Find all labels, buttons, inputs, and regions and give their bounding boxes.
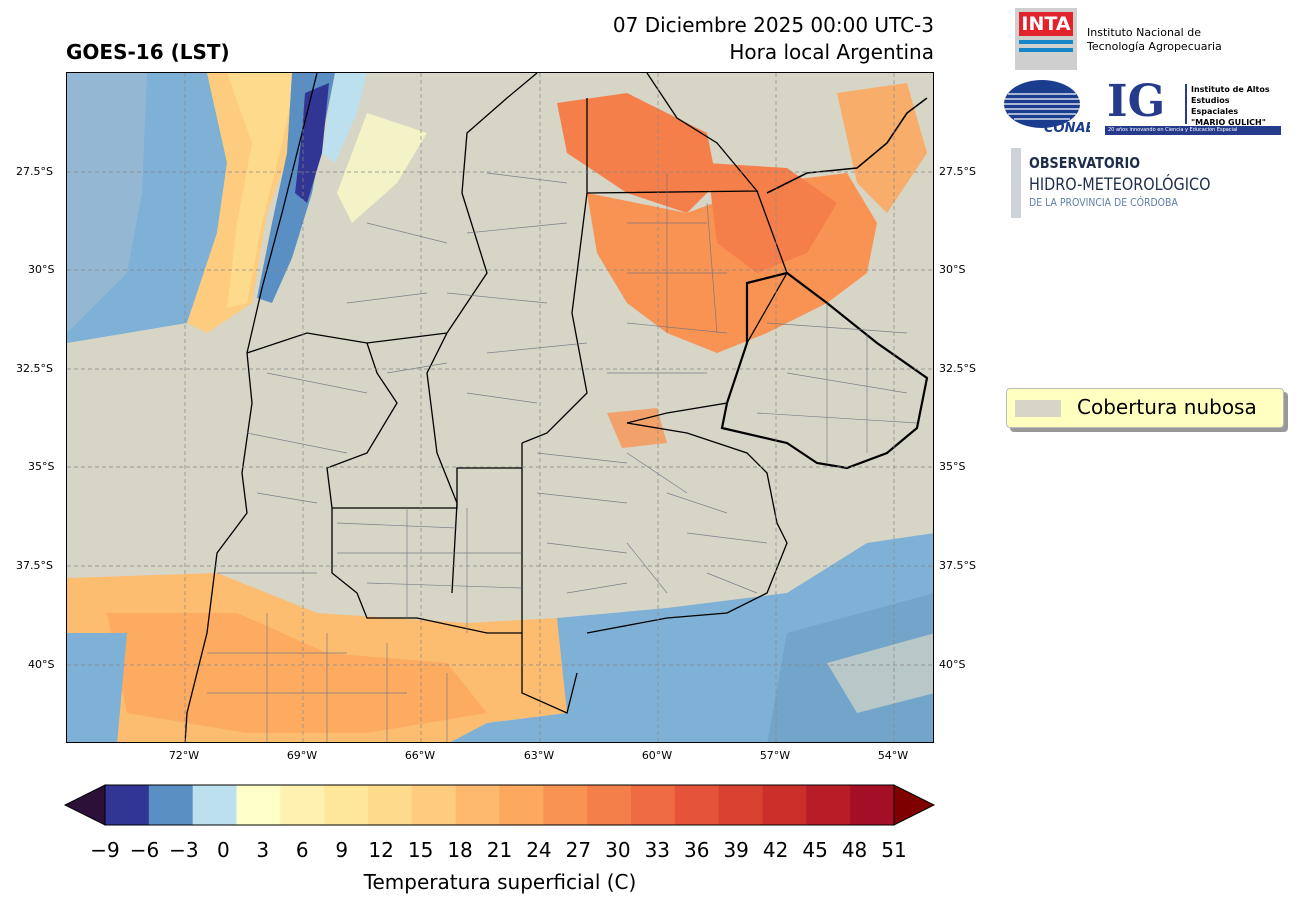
lat-label: 35°S: [28, 460, 55, 473]
conae-logo: CONAE: [1004, 80, 1095, 136]
colorbar-tick-label: 24: [526, 838, 552, 862]
colorbar-tick-label: 48: [841, 838, 868, 862]
colorbar-frame: [104, 784, 895, 826]
ig-logo: IG Instituto de Altos Estudios Espaciale…: [1105, 76, 1281, 136]
date-line: 07 Diciembre 2025 00:00 UTC-3: [612, 13, 934, 37]
colorbar-over-arrow: [893, 784, 936, 826]
lon-label: 60°W: [641, 749, 673, 762]
lon-label: 63°W: [523, 749, 555, 762]
colorbar-tick-label: −6: [129, 838, 160, 862]
colorbar-segment: [674, 785, 720, 825]
colorbar-segment: [411, 785, 457, 825]
colorbar-title: Temperatura superficial (C): [363, 870, 637, 894]
lat-label: 40°S: [28, 658, 55, 671]
observatorio-logo: OBSERVATORIO HIDRO-METEOROLÓGICO DE LA P…: [1011, 148, 1251, 218]
lat-label: 30°S: [28, 263, 55, 276]
lon-label: 72°W: [168, 749, 200, 762]
colorbar-segment: [762, 785, 807, 825]
inta-name-2: Tecnología Agropecuaria: [1087, 40, 1222, 53]
colorbar-tick-label: 18: [447, 838, 473, 862]
time-note: Hora local Argentina: [729, 40, 934, 64]
colorbar-tick-label: 15: [407, 838, 434, 862]
colorbar-tick-label: 45: [802, 838, 828, 862]
colorbar-segment: [148, 785, 194, 825]
lat-label: 32.5°S: [939, 362, 976, 375]
colorbar-segment: [587, 785, 632, 825]
colorbar-tick-label: 3: [256, 838, 270, 862]
svg-text:CONAE: CONAE: [1044, 121, 1090, 134]
datetime-heading: 07 Diciembre 2025 00:00 UTC-3 Hora local…: [613, 12, 934, 66]
colorbar-segment: [324, 785, 369, 825]
colorbar-tick-label: −9: [90, 838, 120, 862]
colorbar-segment: [718, 785, 763, 825]
temperature-colorbar: [63, 784, 936, 826]
lat-label: 30°S: [939, 263, 966, 276]
colorbar-segment: [455, 785, 500, 825]
colorbar-segment: [368, 785, 413, 825]
colorbar-tick-label: 9: [335, 838, 349, 862]
colorbar-tick-label: 42: [762, 838, 789, 862]
colorbar-tick-label: 30: [605, 838, 631, 862]
colorbar-segment: [280, 785, 325, 825]
cloud-cover-label: Cobertura nubosa: [1077, 395, 1257, 419]
lon-label: 66°W: [404, 749, 436, 762]
lat-label: 40°S: [939, 658, 966, 671]
colorbar-segment: [499, 785, 544, 825]
cloud-cover-legend: Cobertura nubosa: [1006, 388, 1284, 428]
colorbar-tick-label: 36: [684, 838, 710, 862]
colorbar-tick-label: 6: [295, 838, 309, 862]
colorbar-tick-label: 39: [723, 838, 749, 862]
lon-label: 69°W: [286, 749, 318, 762]
inta-logo: INTA Instituto Nacional de Tecnología Ag…: [1015, 8, 1255, 70]
map-title: GOES-16 (LST): [66, 40, 230, 64]
colorbar-under-arrow: [63, 784, 106, 826]
colorbar-segment: [236, 785, 281, 825]
colorbar-tick-label: 51: [881, 838, 907, 862]
colorbar-tick-label: −3: [169, 838, 199, 862]
colorbar-tick-label: 27: [565, 838, 592, 862]
colorbar-segment: [543, 785, 588, 825]
temperature-map[interactable]: [66, 72, 934, 743]
lat-label: 37.5°S: [16, 559, 53, 572]
colorbar-segment: [105, 785, 150, 825]
lat-label: 32.5°S: [16, 362, 53, 375]
colorbar-segment: [631, 785, 676, 825]
lat-label: 35°S: [939, 460, 966, 473]
lat-label: 27.5°S: [16, 165, 53, 178]
cloud-cover-swatch: [1015, 400, 1061, 417]
colorbar-tick-label: 0: [216, 838, 230, 862]
lat-label: 37.5°S: [939, 559, 976, 572]
lon-label: 57°W: [759, 749, 791, 762]
colorbar-tick-label: 21: [486, 838, 513, 862]
colorbar-tick-label: 33: [644, 838, 671, 862]
colorbar-segment: [192, 785, 237, 825]
inta-name-1: Instituto Nacional de: [1087, 26, 1201, 39]
lon-label: 54°W: [877, 749, 909, 762]
lat-label: 27.5°S: [939, 165, 976, 178]
colorbar-segment: [806, 785, 851, 825]
colorbar-segment: [850, 785, 895, 825]
colorbar-tick-label: 12: [368, 838, 394, 862]
